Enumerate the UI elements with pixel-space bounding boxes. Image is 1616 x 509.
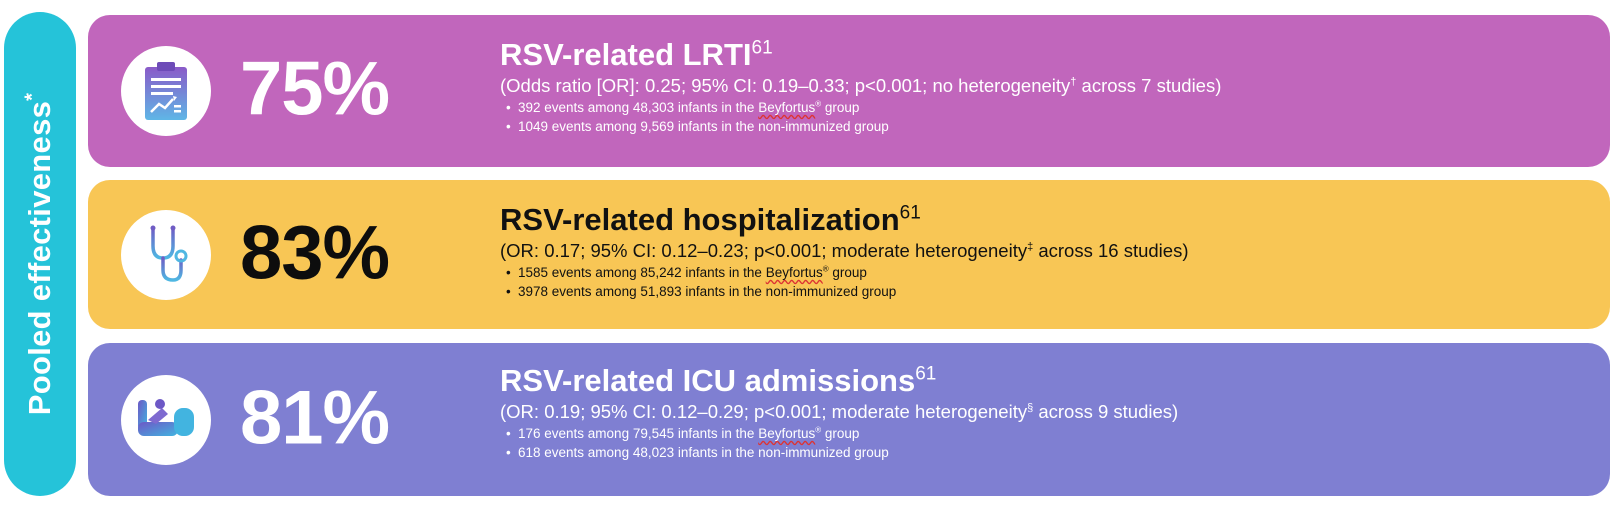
panel-icu-admissions: 81% RSV-related ICU admissions61 (OR: 0.…: [88, 343, 1610, 496]
bullet-item: 1049 events among 9,569 infants in the n…: [500, 117, 1590, 136]
bullet-item: 392 events among 48,303 infants in the B…: [500, 98, 1590, 117]
icu-bed-icon: [121, 374, 211, 465]
stethoscope-icon: [121, 209, 211, 300]
percent-value: 75%: [240, 46, 390, 132]
side-tab: Pooled effectiveness*: [4, 12, 76, 496]
clipboard-chart-icon: [121, 46, 211, 136]
stats-line: (OR: 0.17; 95% CI: 0.12–0.23; p<0.001; m…: [500, 240, 1189, 261]
panel-title: RSV-related LRTI61: [500, 37, 773, 72]
bullet-item: 176 events among 79,545 infants in the B…: [500, 424, 1590, 443]
panel-title: RSV-related hospitalization61: [500, 202, 921, 237]
bullet-item: 1585 events among 85,242 infants in the …: [500, 263, 1590, 282]
bullet-item: 3978 events among 51,893 infants in the …: [500, 282, 1590, 301]
panel-title: RSV-related ICU admissions61: [500, 363, 937, 398]
panel-lrti: 75% RSV-related LRTI61 (Odds ratio [OR]:…: [88, 15, 1610, 167]
text-block: RSV-related ICU admissions61 (OR: 0.19; …: [500, 363, 1590, 462]
side-label: Pooled effectiveness*: [21, 92, 57, 416]
bullet-item: 618 events among 48,023 infants in the n…: [500, 443, 1590, 462]
panel-hospitalization: 83% RSV-related hospitalization61 (OR: 0…: [88, 180, 1610, 329]
text-block: RSV-related hospitalization61 (OR: 0.17;…: [500, 202, 1590, 301]
stats-line: (Odds ratio [OR]: 0.25; 95% CI: 0.19–0.3…: [500, 75, 1222, 96]
percent-value: 83%: [240, 209, 390, 295]
text-block: RSV-related LRTI61 (Odds ratio [OR]: 0.2…: [500, 37, 1590, 136]
stats-line: (OR: 0.19; 95% CI: 0.12–0.29; p<0.001; m…: [500, 401, 1179, 422]
percent-value: 81%: [240, 374, 390, 460]
